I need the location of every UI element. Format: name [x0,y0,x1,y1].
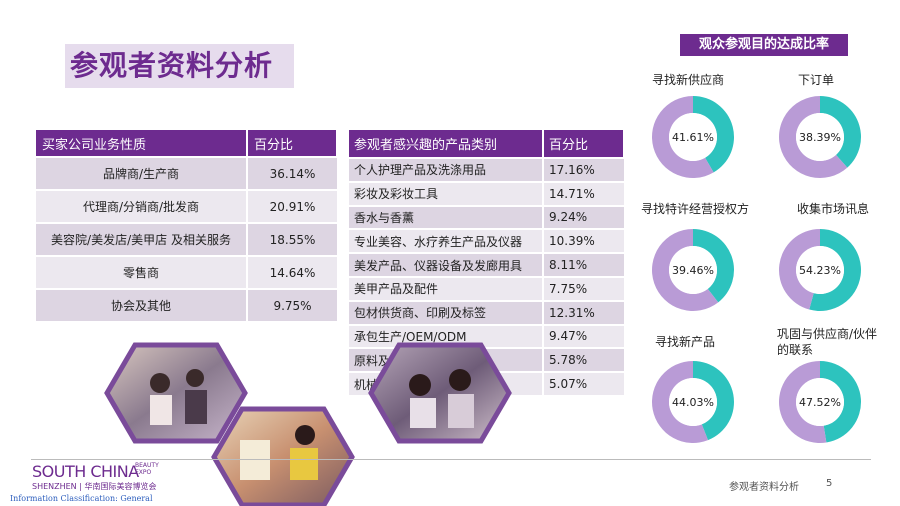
table-header-percent: 百分比 [543,130,625,158]
donut-value-label: 44.03% [672,396,714,409]
page-title-background [65,44,294,88]
table-row: 零售商 14.64% [36,255,337,289]
table-cell-value: 9.75% [246,288,337,321]
table-cell-label: 个人护理产品及洗涤用品 [349,157,543,182]
table-cell-value: 18.55% [246,222,337,256]
table-cell-label: 专业美容、水疗养生产品及仪器 [349,228,543,254]
donut-chart: 44.03% [652,361,735,443]
donut-label: 下订单 [798,73,835,87]
table-cell-value: 17.16% [542,157,624,182]
donut-slice-achieved [809,229,861,311]
table-row: 代理商/分销商/批发商 20.91% [36,189,337,223]
table-row: 承包生产/OEM/ODM 9.47% [349,323,624,349]
donut-hole [669,246,717,294]
product-display-photo [211,406,355,506]
donut-value-label: 54.23% [799,264,841,277]
visitors-with-masks-photo [368,342,512,444]
donut-label: 寻找新产品 [655,335,716,349]
table-row: 协会及其他 9.75% [36,288,337,321]
donut-slice-rest [779,361,827,443]
table-cell-label: 美甲产品及配件 [349,275,543,301]
table-cell-value: 9.47% [542,323,624,349]
donut-value-label: 47.52% [799,396,841,409]
table-header-category: 参观者感兴趣的产品类别 [349,130,544,158]
donut-label: 寻找特许经营授权方 [641,202,750,216]
donut-slice-rest [651,229,719,311]
table-cell-label: 美容院/美发店/美甲店 及相关服务 [36,222,247,256]
donut-section-title: 观众参观目的达成比率 [680,34,848,56]
footer-title: 参观者资料分析 [729,482,799,493]
logo-superscript: BEAUTY EXPO [135,462,159,476]
table-row: 美发产品、仪器设备及发廊用具 8.11% [349,252,624,277]
logo-subtitle: SHENZHEN | 华南国际美容博览会 [32,482,157,491]
page-title: 参观者资料分析 [70,49,274,82]
donut-hole [796,113,844,161]
donut-value-label: 38.39% [799,131,841,144]
logo-text: SOUTH CHINA [32,462,139,481]
donut-slice-rest [652,361,709,443]
donut-hole [669,378,717,426]
donut-slice-rest [778,96,848,178]
table-cell-label: 包材供货商、印刷及标签 [349,299,543,325]
donut-slice-achieved [693,361,735,441]
table-row: 香水与香薰 9.24% [349,204,624,230]
donut-slice-achieved [820,361,861,443]
table-cell-value: 14.64% [246,255,337,289]
donut-label: 寻找新供应商 [652,73,725,87]
table-cell-value: 10.39% [542,228,624,254]
info-classification: Information Classification: General [10,494,153,503]
donut-chart: 38.39% [778,96,861,178]
donut-slice-achieved [693,96,734,173]
donut-slice-achieved [693,229,734,303]
donut-slice-rest [779,229,820,310]
table-cell-value: 7.75% [542,275,624,301]
table-header-percent: 百分比 [247,130,338,157]
donut-value-label: 39.46% [672,264,714,277]
donut-chart: 54.23% [779,229,861,311]
donut-value-label: 41.61% [672,131,714,144]
table-row: 专业美容、水疗养生产品及仪器 10.39% [349,228,624,254]
donut-chart: 41.61% [651,96,734,179]
table-cell-label: 品牌商/生产商 [36,156,247,190]
table-cell-value: 5.07% [542,371,624,395]
table-cell-value: 8.11% [542,252,624,277]
table-cell-label: 彩妆及彩妆工具 [349,180,543,206]
table-cell-value: 12.31% [542,299,624,325]
table-cell-value: 20.91% [246,189,337,223]
page-number: 5 [826,478,833,489]
donut-label: 巩固与供应商/伙伴 [777,327,878,341]
donut-chart: 39.46% [651,229,734,311]
table-row: 品牌商/生产商 36.14% [36,156,337,190]
table-cell-label: 零售商 [36,255,247,289]
table-cell-value: 9.24% [542,204,624,230]
donut-slice-rest [651,96,714,179]
table-cell-label: 香水与香薰 [349,204,543,230]
donut-hole [796,378,844,426]
table-row: 个人护理产品及洗涤用品 17.16% [349,157,624,182]
table-cell-value: 14.71% [542,180,624,206]
donut-hole [669,113,717,161]
table-cell-label: 美发产品、仪器设备及发廊用具 [349,252,543,277]
donut-label: 收集市场讯息 [797,202,870,216]
donut-chart: 47.52% [779,361,861,443]
exhibition-visitors-photo [104,342,248,444]
donut-slice-achieved [820,96,861,168]
footer-divider [31,459,871,460]
business-nature-table: 买家公司业务性质 百分比 品牌商/生产商 36.14% 代理商/分销商/批发商 … [36,130,338,321]
table-header-business: 买家公司业务性质 [36,130,248,157]
table-row: 包材供货商、印刷及标签 12.31% [349,299,624,325]
donut-label: 的联系 [777,343,814,357]
table-cell-label: 代理商/分销商/批发商 [36,189,247,223]
table-row: 美甲产品及配件 7.75% [349,275,624,301]
donut-hole [796,246,844,294]
table-row: 美容院/美发店/美甲店 及相关服务 18.55% [36,222,337,256]
table-cell-value: 5.78% [542,347,624,373]
table-cell-value: 36.14% [246,156,337,190]
table-row: 彩妆及彩妆工具 14.71% [349,180,624,206]
table-cell-label: 协会及其他 [36,288,247,321]
